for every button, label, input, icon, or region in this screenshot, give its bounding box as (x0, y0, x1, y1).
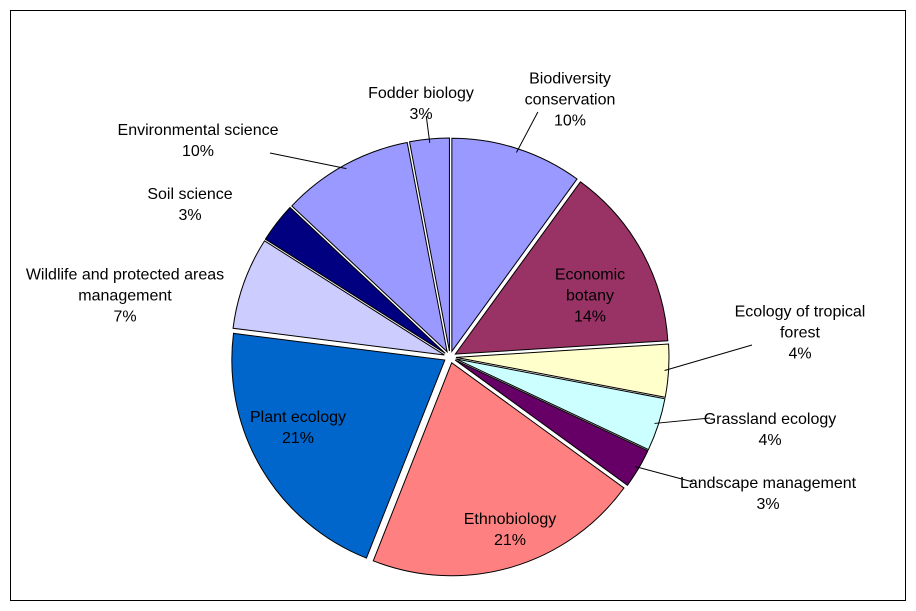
slice-value: 10% (553, 112, 587, 130)
frame (10, 10, 906, 601)
slice-label: Ethnobiology 21% (435, 509, 585, 551)
slice-name: Economic botany (554, 266, 626, 305)
slice-value: 3% (409, 106, 433, 123)
slice-value: 10% (181, 143, 215, 160)
slice-label: Economic botany 14% (535, 265, 645, 328)
leader-line (634, 465, 694, 483)
slice-value: 21% (493, 532, 527, 549)
slice-value: 21% (281, 430, 315, 447)
slice-value: 3% (178, 207, 202, 224)
slice-name: Ethnobiology (463, 511, 557, 528)
slice-label: Plant ecology 21% (223, 407, 373, 449)
slice-name: Landscape management (679, 475, 857, 492)
slice-label: Environmental science 10% (78, 120, 318, 162)
slice-label: Landscape management 3% (643, 473, 893, 515)
pie-slice (455, 358, 666, 451)
slice-value: 4% (788, 345, 812, 363)
slice-label: Biodiversity conservation 10% (500, 69, 640, 132)
pie-slice (454, 359, 649, 486)
slice-name: Environmental science (117, 122, 279, 139)
slice-name: Soil science (147, 186, 233, 203)
slice-name: Ecology of tropical forest (734, 303, 866, 342)
slice-name: Fodder biology (368, 85, 474, 102)
slice-value: 7% (113, 308, 137, 326)
slice-label: Wildlife and protected areas management 7… (5, 265, 245, 328)
slice-name: Biodiversity conservation (524, 70, 616, 109)
slice-label: Ecology of tropical forest 4% (720, 302, 880, 365)
pie-slice (264, 206, 446, 354)
slice-name: Plant ecology (249, 409, 347, 426)
slice-name: Grassland ecology (703, 411, 837, 428)
slice-label: Fodder biology 3% (341, 83, 501, 125)
leader-line (425, 115, 431, 144)
slice-value: 3% (756, 496, 780, 513)
leader-line (515, 111, 539, 153)
leader-line (269, 152, 347, 170)
leader-line (654, 417, 711, 424)
leader-line (664, 344, 753, 371)
pie-slice (455, 343, 670, 398)
pie-slice (372, 361, 625, 577)
slice-label: Grassland ecology 4% (670, 409, 870, 451)
pie-slice (451, 137, 578, 353)
slice-name: Wildlife and protected areas management (25, 266, 225, 305)
pie-slice (232, 240, 445, 356)
pie-slice (454, 181, 669, 355)
pie-slice (291, 141, 448, 354)
pie-slice (231, 332, 446, 559)
slice-value: 4% (758, 432, 782, 449)
slice-label: Soil science 3% (120, 184, 260, 226)
slice-value: 14% (573, 308, 607, 326)
